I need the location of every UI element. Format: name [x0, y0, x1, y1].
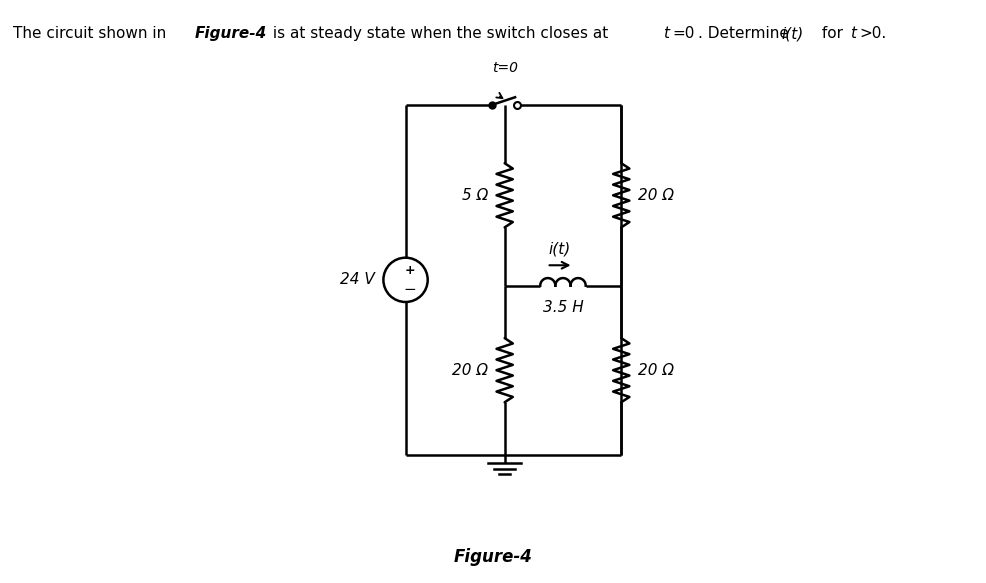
Text: 5 Ω: 5 Ω: [462, 188, 488, 203]
Text: >0.: >0.: [860, 26, 887, 41]
Text: 3.5 H: 3.5 H: [542, 300, 584, 315]
Text: Figure-4: Figure-4: [454, 547, 532, 566]
Text: is at steady state when the switch closes at: is at steady state when the switch close…: [268, 26, 613, 41]
Text: t=0: t=0: [492, 61, 518, 75]
Text: . Determine: . Determine: [698, 26, 794, 41]
Text: 20 Ω: 20 Ω: [638, 363, 673, 378]
Text: i(t): i(t): [782, 26, 805, 41]
Text: t: t: [850, 26, 856, 41]
Text: for: for: [817, 26, 848, 41]
Text: −: −: [403, 282, 416, 297]
Text: 20 Ω: 20 Ω: [638, 188, 673, 203]
Text: 20 Ω: 20 Ω: [453, 363, 488, 378]
Text: t: t: [663, 26, 669, 41]
Text: +: +: [404, 264, 415, 277]
Text: =0: =0: [672, 26, 695, 41]
Text: 24 V: 24 V: [340, 272, 376, 287]
Text: The circuit shown in: The circuit shown in: [13, 26, 171, 41]
Text: i(t): i(t): [549, 241, 571, 257]
Text: Figure-4: Figure-4: [194, 26, 266, 41]
